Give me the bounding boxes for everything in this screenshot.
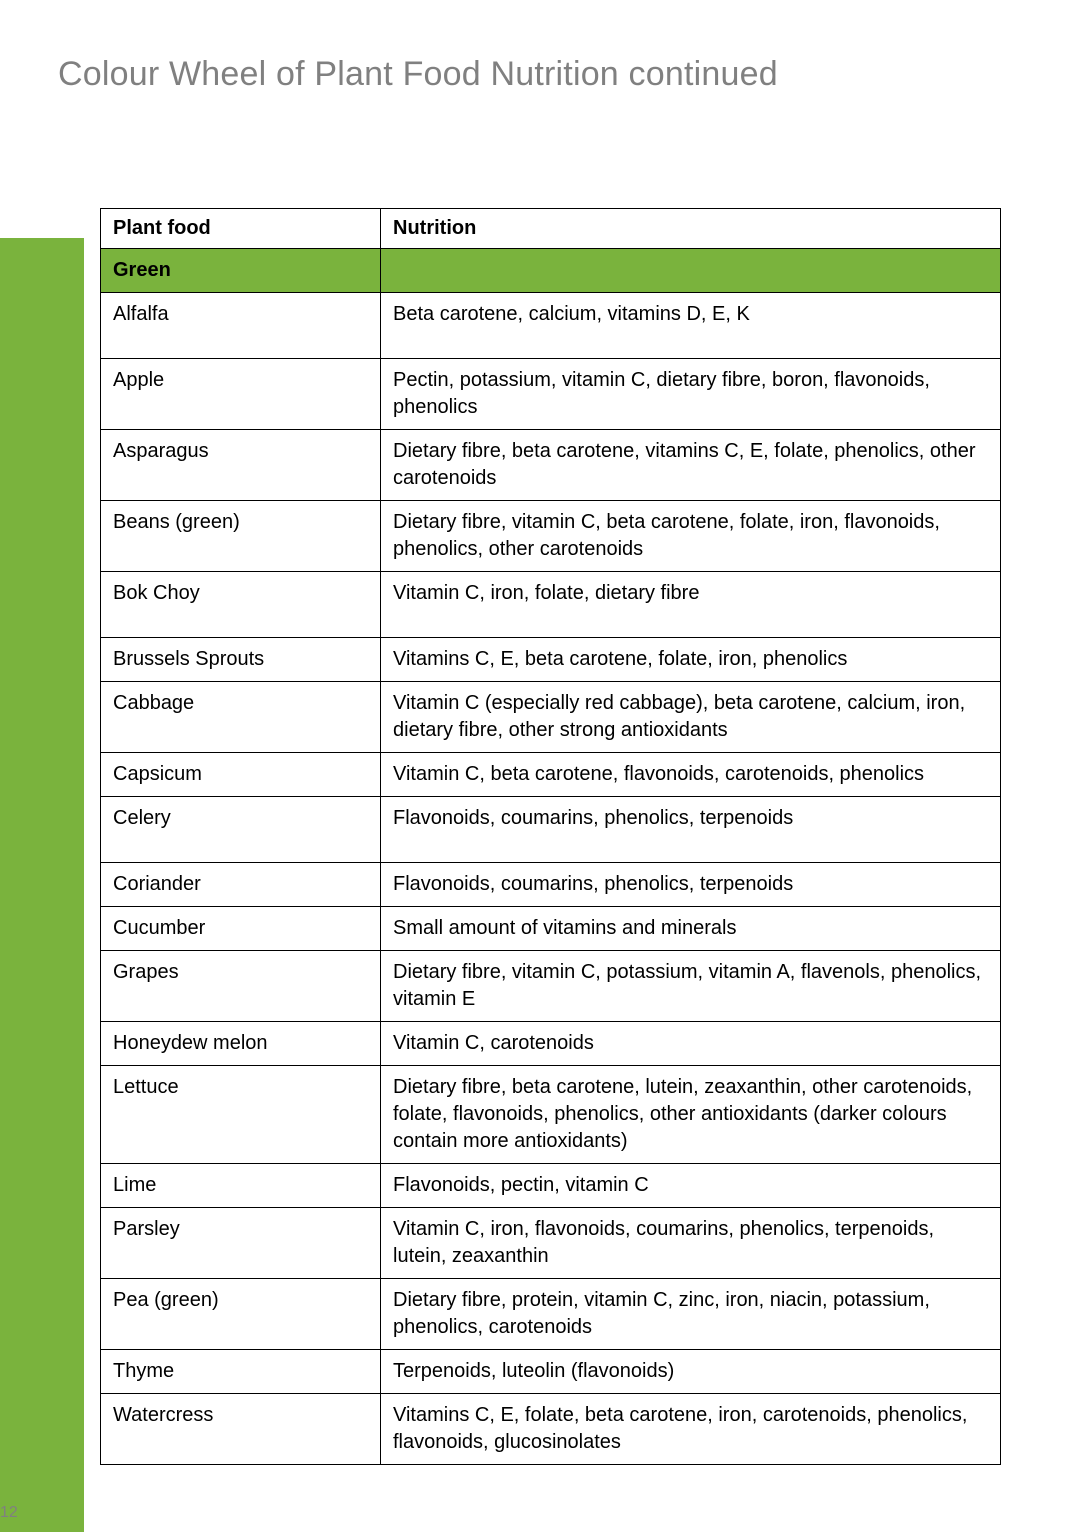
table-row: ParsleyVitamin C, iron, flavonoids, coum… <box>101 1208 1001 1279</box>
column-header-nutrition: Nutrition <box>381 209 1001 249</box>
page-number: 12 <box>0 1504 18 1522</box>
table-row: Bok ChoyVitamin C, iron, folate, dietary… <box>101 572 1001 638</box>
column-header-plant-food: Plant food <box>101 209 381 249</box>
table-row: Beans (green)Dietary fibre, vitamin C, b… <box>101 501 1001 572</box>
table-row: Pea (green)Dietary fibre, protein, vitam… <box>101 1279 1001 1350</box>
nutrition-cell: Dietary fibre, beta carotene, vitamins C… <box>381 430 1001 501</box>
nutrition-cell: Flavonoids, pectin, vitamin C <box>381 1164 1001 1208</box>
plant-food-cell: Lettuce <box>101 1066 381 1164</box>
table-row: WatercressVitamins C, E, folate, beta ca… <box>101 1394 1001 1465</box>
table-row: Honeydew melonVitamin C, carotenoids <box>101 1022 1001 1066</box>
nutrition-cell: Vitamin C, iron, flavonoids, coumarins, … <box>381 1208 1001 1279</box>
plant-food-cell: Apple <box>101 359 381 430</box>
nutrition-cell: Vitamin C, iron, folate, dietary fibre <box>381 572 1001 638</box>
plant-food-cell: Parsley <box>101 1208 381 1279</box>
table-row: AlfalfaBeta carotene, calcium, vitamins … <box>101 293 1001 359</box>
plant-food-cell: Celery <box>101 797 381 863</box>
table-row: CapsicumVitamin C, beta carotene, flavon… <box>101 753 1001 797</box>
plant-food-cell: Brussels Sprouts <box>101 638 381 682</box>
category-label: Green <box>101 249 381 293</box>
nutrition-cell: Flavonoids, coumarins, phenolics, terpen… <box>381 797 1001 863</box>
table-row: Brussels SproutsVitamins C, E, beta caro… <box>101 638 1001 682</box>
nutrition-cell: Vitamin C, carotenoids <box>381 1022 1001 1066</box>
table-row: GrapesDietary fibre, vitamin C, potassiu… <box>101 951 1001 1022</box>
nutrition-cell: Terpenoids, luteolin (flavonoids) <box>381 1350 1001 1394</box>
plant-food-cell: Cucumber <box>101 907 381 951</box>
table-row: LimeFlavonoids, pectin, vitamin C <box>101 1164 1001 1208</box>
nutrition-cell: Dietary fibre, vitamin C, beta carotene,… <box>381 501 1001 572</box>
nutrition-cell: Dietary fibre, vitamin C, potassium, vit… <box>381 951 1001 1022</box>
plant-food-cell: Alfalfa <box>101 293 381 359</box>
nutrition-cell: Vitamins C, E, beta carotene, folate, ir… <box>381 638 1001 682</box>
nutrition-cell: Flavonoids, coumarins, phenolics, terpen… <box>381 863 1001 907</box>
table-row: CucumberSmall amount of vitamins and min… <box>101 907 1001 951</box>
plant-food-cell: Beans (green) <box>101 501 381 572</box>
page-title: Colour Wheel of Plant Food Nutrition con… <box>58 55 1000 94</box>
page-root: Colour Wheel of Plant Food Nutrition con… <box>0 0 1080 1532</box>
nutrition-cell: Vitamin C (especially red cabbage), beta… <box>381 682 1001 753</box>
table-row: AsparagusDietary fibre, beta carotene, v… <box>101 430 1001 501</box>
table-body: Green AlfalfaBeta carotene, calcium, vit… <box>101 249 1001 1465</box>
table-row: ThymeTerpenoids, luteolin (flavonoids) <box>101 1350 1001 1394</box>
plant-food-cell: Watercress <box>101 1394 381 1465</box>
plant-food-cell: Cabbage <box>101 682 381 753</box>
plant-food-cell: Grapes <box>101 951 381 1022</box>
nutrition-cell: Dietary fibre, beta carotene, lutein, ze… <box>381 1066 1001 1164</box>
plant-food-cell: Asparagus <box>101 430 381 501</box>
table-header-row: Plant food Nutrition <box>101 209 1001 249</box>
plant-food-cell: Honeydew melon <box>101 1022 381 1066</box>
plant-food-cell: Pea (green) <box>101 1279 381 1350</box>
plant-food-cell: Thyme <box>101 1350 381 1394</box>
nutrition-cell: Vitamin C, beta carotene, flavonoids, ca… <box>381 753 1001 797</box>
table-row: CorianderFlavonoids, coumarins, phenolic… <box>101 863 1001 907</box>
table-row: LettuceDietary fibre, beta carotene, lut… <box>101 1066 1001 1164</box>
table-row: ApplePectin, potassium, vitamin C, dieta… <box>101 359 1001 430</box>
category-row-green: Green <box>101 249 1001 293</box>
nutrition-cell: Pectin, potassium, vitamin C, dietary fi… <box>381 359 1001 430</box>
colour-category-sidebar <box>0 238 84 1532</box>
plant-food-cell: Coriander <box>101 863 381 907</box>
table-row: CabbageVitamin C (especially red cabbage… <box>101 682 1001 753</box>
category-empty-cell <box>381 249 1001 293</box>
plant-food-cell: Lime <box>101 1164 381 1208</box>
nutrition-cell: Small amount of vitamins and minerals <box>381 907 1001 951</box>
plant-food-cell: Bok Choy <box>101 572 381 638</box>
table-row: CeleryFlavonoids, coumarins, phenolics, … <box>101 797 1001 863</box>
nutrition-cell: Vitamins C, E, folate, beta carotene, ir… <box>381 1394 1001 1465</box>
nutrition-cell: Beta carotene, calcium, vitamins D, E, K <box>381 293 1001 359</box>
nutrition-cell: Dietary fibre, protein, vitamin C, zinc,… <box>381 1279 1001 1350</box>
nutrition-table: Plant food Nutrition Green AlfalfaBeta c… <box>100 208 1001 1465</box>
plant-food-cell: Capsicum <box>101 753 381 797</box>
